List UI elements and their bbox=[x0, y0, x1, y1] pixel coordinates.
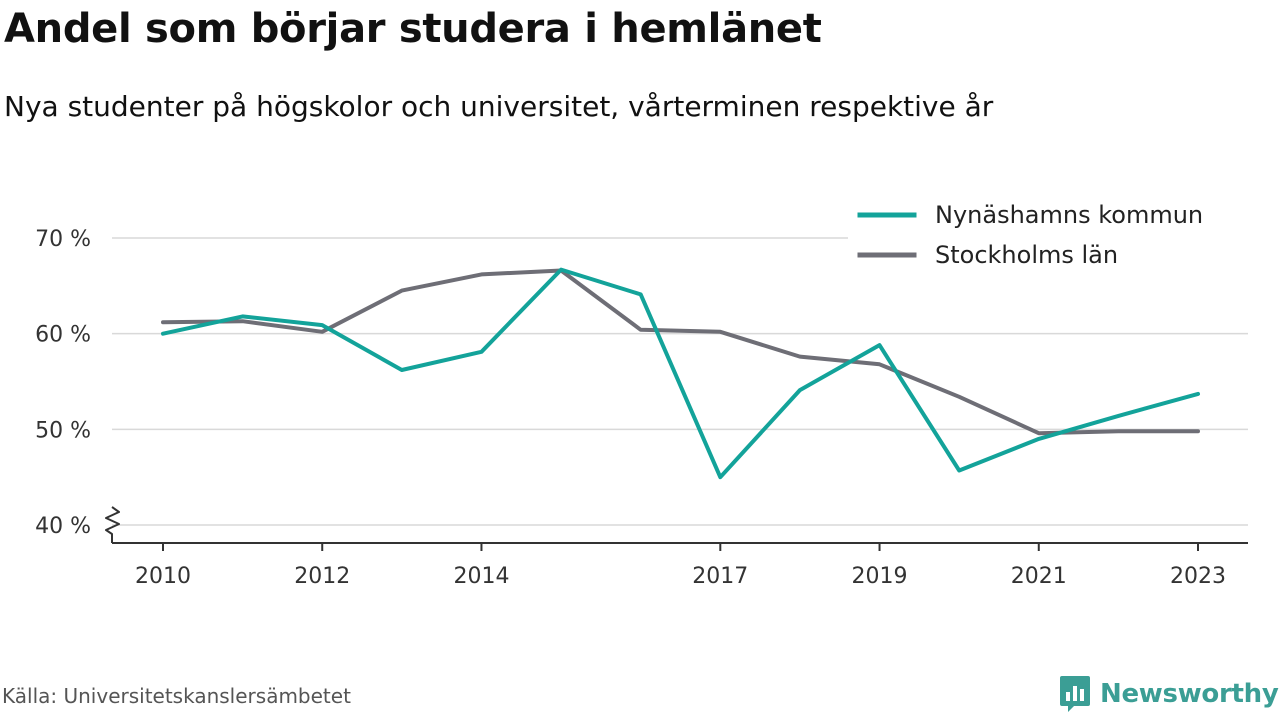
axes: 40 % 50 % 60 % 70 % 2010 2012 2014 2017 2019 2021… bbox=[35, 227, 1248, 589]
series-line-nynashamn bbox=[161, 267, 1200, 480]
y-tick-label: 40 % bbox=[35, 514, 91, 539]
x-tick-label: 2021 bbox=[1011, 564, 1067, 589]
brand-name: Newsworthy bbox=[1100, 679, 1279, 709]
series-lines bbox=[161, 267, 1200, 480]
chart-subtitle: Nya studenter på högskolor och universit… bbox=[4, 90, 994, 123]
legend-label: Nynäshamns kommun bbox=[935, 201, 1203, 229]
chart-title: Andel som börjar studera i hemlänet bbox=[4, 6, 822, 52]
y-axis-break-symbol bbox=[105, 506, 120, 543]
x-tick-label: 2017 bbox=[692, 564, 748, 589]
y-tick-label: 60 % bbox=[35, 323, 91, 348]
legend-background bbox=[848, 192, 1248, 276]
x-tick-label: 2010 bbox=[135, 564, 191, 589]
x-tick-label: 2023 bbox=[1170, 564, 1226, 589]
x-tick-label: 2014 bbox=[453, 564, 509, 589]
y-tick-label: 50 % bbox=[35, 418, 91, 443]
newsworthy-logo-icon bbox=[1060, 676, 1090, 712]
brand-logo: Newsworthy bbox=[1058, 672, 1279, 716]
x-tick-label: 2019 bbox=[852, 564, 908, 589]
series-line-stockholm bbox=[161, 268, 1200, 436]
y-tick-label: 70 % bbox=[35, 227, 91, 252]
legend: Nynäshamns kommun Stockholms län bbox=[848, 192, 1248, 276]
legend-label: Stockholms län bbox=[935, 241, 1118, 269]
x-tick-label: 2012 bbox=[294, 564, 350, 589]
source-note: Källa: Universitetskanslersämbetet bbox=[2, 684, 351, 708]
